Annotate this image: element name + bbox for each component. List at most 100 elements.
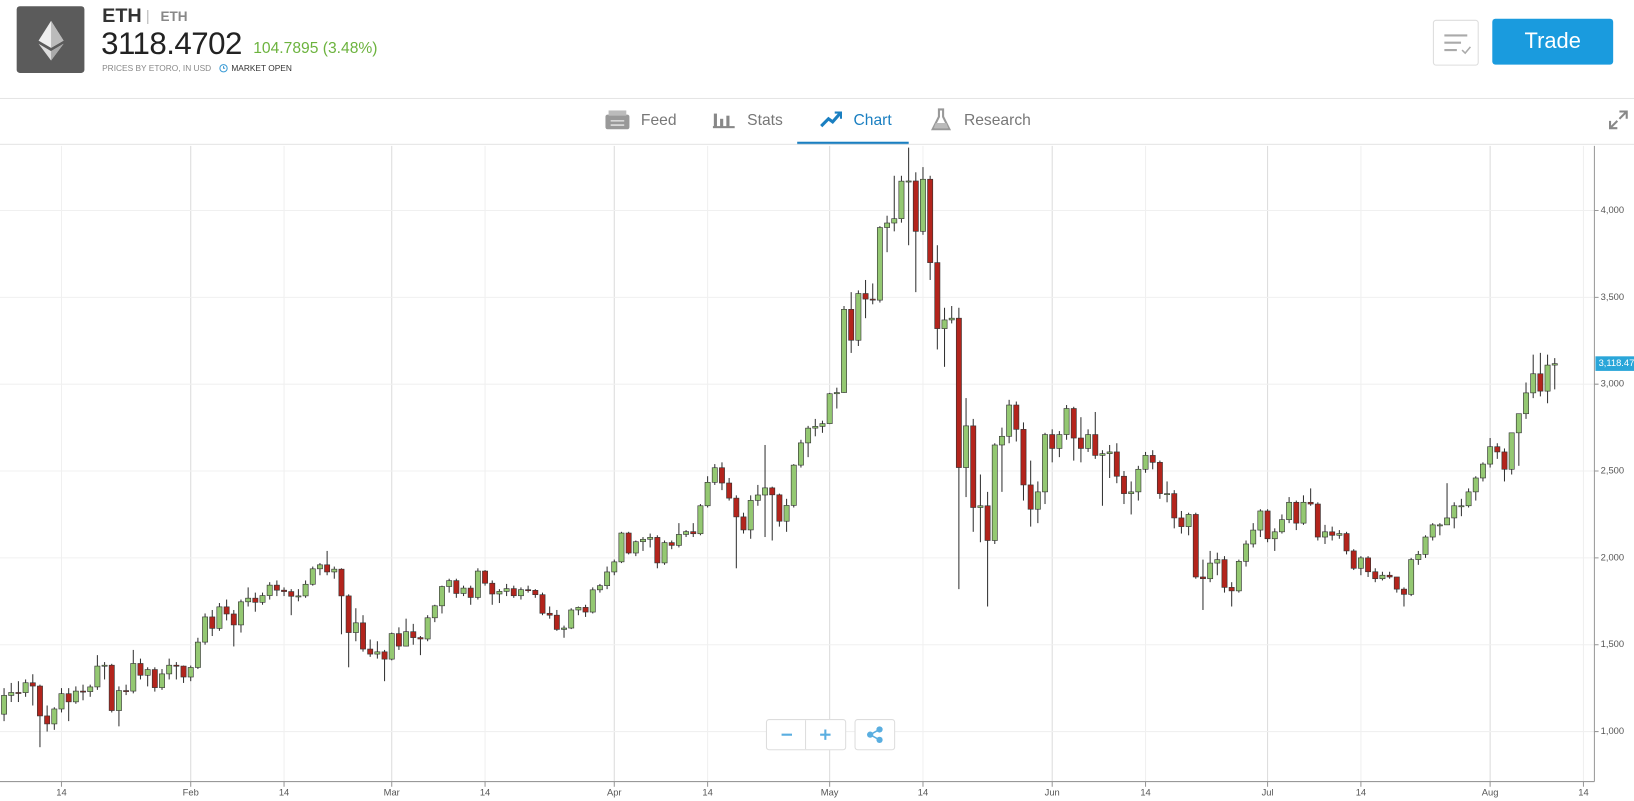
candle-body bbox=[1070, 408, 1077, 439]
candle-body bbox=[317, 564, 323, 570]
candle-body bbox=[518, 589, 524, 597]
candle-body bbox=[144, 669, 151, 676]
candle-body bbox=[1092, 434, 1099, 456]
candle-body bbox=[1322, 531, 1328, 538]
candle-body bbox=[1034, 491, 1041, 510]
candle-body bbox=[1393, 576, 1400, 590]
candle-body bbox=[72, 690, 79, 703]
candle-body bbox=[525, 589, 532, 592]
candle-body bbox=[920, 178, 926, 232]
candle-body bbox=[1027, 484, 1034, 510]
candle-body bbox=[532, 590, 539, 596]
x-tick-label: May bbox=[821, 788, 839, 798]
candle-body bbox=[833, 392, 840, 395]
clock-icon bbox=[219, 64, 228, 73]
candle-body bbox=[819, 423, 826, 427]
candle-body bbox=[489, 582, 496, 595]
candle-body bbox=[87, 686, 94, 692]
candle-body bbox=[1537, 373, 1544, 392]
candle-body bbox=[94, 665, 101, 688]
logo bbox=[16, 6, 85, 73]
candle-body bbox=[1465, 491, 1472, 507]
x-tick-label: 14 bbox=[918, 788, 928, 798]
candle-body bbox=[1135, 468, 1142, 493]
candle-body bbox=[1365, 557, 1371, 573]
candle-body bbox=[884, 222, 891, 228]
candle-body bbox=[1243, 543, 1249, 562]
price: 3118.4702 bbox=[101, 27, 242, 62]
candle-body bbox=[905, 180, 912, 183]
candle-body bbox=[1149, 455, 1156, 463]
candle-body bbox=[410, 631, 417, 638]
candle-body bbox=[589, 589, 596, 613]
y-tick-label: 3,500 bbox=[1601, 292, 1624, 302]
candle-body bbox=[568, 609, 575, 629]
research-icon bbox=[930, 108, 952, 131]
x-tick-label: 14 bbox=[56, 788, 66, 798]
candle-body bbox=[1085, 434, 1092, 449]
candle-body bbox=[446, 580, 453, 587]
candle-body bbox=[417, 637, 424, 640]
candle-body bbox=[1013, 404, 1020, 430]
divider bbox=[0, 97, 1634, 99]
candle-body bbox=[460, 587, 467, 594]
candle-body bbox=[991, 444, 998, 541]
candle-body bbox=[726, 482, 733, 499]
candle-body bbox=[546, 612, 553, 616]
tab-underline bbox=[797, 141, 909, 145]
candle-body bbox=[166, 664, 173, 675]
stats-icon bbox=[712, 113, 735, 129]
candle-body bbox=[295, 595, 302, 598]
x-tick-label: 14 bbox=[279, 788, 289, 798]
watchlist-button[interactable] bbox=[1432, 19, 1479, 66]
tab-active[interactable]: Chart bbox=[853, 111, 892, 130]
y-tick-label: 4,000 bbox=[1601, 205, 1624, 215]
trade-button[interactable]: Trade bbox=[1492, 18, 1614, 65]
candle-body bbox=[582, 607, 589, 613]
candle-body bbox=[1121, 475, 1127, 494]
candle-body bbox=[898, 180, 905, 219]
chart-icon bbox=[820, 111, 843, 128]
candle-body bbox=[1214, 559, 1221, 564]
share-icon bbox=[867, 726, 883, 744]
candle-body bbox=[194, 641, 201, 668]
tab[interactable]: Stats bbox=[747, 111, 783, 130]
candle-body bbox=[302, 583, 309, 597]
y-tick-label: 3,000 bbox=[1601, 379, 1624, 389]
fullscreen-icon[interactable] bbox=[1608, 109, 1629, 130]
candle-body bbox=[1257, 510, 1264, 531]
tab[interactable]: Feed bbox=[640, 111, 677, 130]
candle-body bbox=[1042, 434, 1048, 493]
candle-body bbox=[1078, 437, 1084, 449]
candle-body bbox=[288, 591, 295, 597]
candle-body bbox=[15, 692, 22, 694]
candle-body bbox=[123, 690, 130, 692]
candle-body bbox=[1, 695, 7, 715]
candle-body bbox=[984, 505, 991, 541]
x-tick-label: Feb bbox=[183, 788, 199, 798]
tab[interactable]: Research bbox=[963, 111, 1031, 130]
y-tick-label: 1,000 bbox=[1601, 726, 1624, 736]
candle-body bbox=[661, 542, 668, 564]
y-tick-label: 2,500 bbox=[1601, 465, 1624, 475]
candle-body bbox=[80, 690, 86, 693]
candle-body bbox=[891, 218, 898, 224]
candle-body bbox=[1480, 463, 1486, 479]
candle-body bbox=[697, 505, 704, 535]
candle-body bbox=[561, 627, 567, 630]
share-button[interactable] bbox=[854, 719, 896, 751]
candle-body bbox=[1264, 510, 1271, 540]
candle-body bbox=[1422, 536, 1429, 555]
candle-body bbox=[963, 425, 969, 468]
candle-body bbox=[1106, 451, 1113, 454]
separator: | bbox=[145, 7, 150, 24]
candle-body bbox=[977, 505, 984, 508]
candle-body bbox=[403, 631, 410, 647]
candle-body bbox=[1415, 554, 1422, 560]
candle-body bbox=[1429, 524, 1436, 538]
candle-body bbox=[955, 317, 962, 468]
candle-body bbox=[1551, 363, 1558, 366]
candle-body bbox=[1099, 453, 1106, 456]
candle-body bbox=[1307, 501, 1314, 505]
candle-body bbox=[324, 564, 331, 573]
